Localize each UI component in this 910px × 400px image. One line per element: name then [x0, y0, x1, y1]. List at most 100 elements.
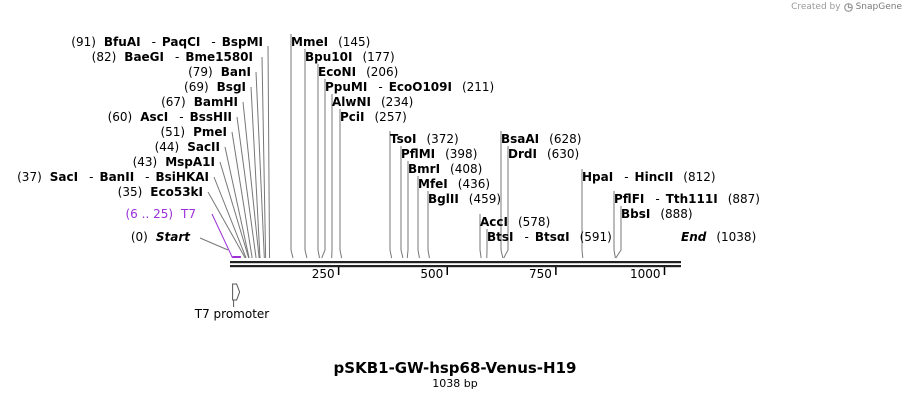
site-label-btsi: BtsI - BtsαI (591): [487, 230, 612, 244]
enzyme-name: BsgI: [217, 80, 246, 94]
enzyme-name: EcoO109I: [389, 80, 452, 94]
enzyme-name: BsiHKAI: [156, 170, 210, 184]
axis-tick-label: 250: [312, 267, 335, 281]
site-position: (459): [469, 192, 501, 206]
site-label-eco53ki: (35) Eco53kI: [118, 185, 203, 199]
site-label-bpu10i: Bpu10I (177): [305, 50, 395, 64]
site-position: (51): [160, 125, 185, 139]
snapgene-logo-icon: [843, 2, 853, 12]
site-label-bbsi: BbsI (888): [621, 207, 693, 221]
site-label-acci: AccI (578): [480, 215, 550, 229]
site-position: (591): [580, 230, 612, 244]
site-position: (372): [426, 132, 458, 146]
site-label-sacii: (44) SacII: [155, 140, 220, 154]
enzyme-name: DrdI: [508, 147, 537, 161]
site-position: (628): [549, 132, 581, 146]
enzyme-name: BanI: [221, 65, 251, 79]
separator: -: [175, 50, 179, 64]
site-position: (630): [547, 147, 579, 161]
enzyme-name: BanII: [99, 170, 134, 184]
site-position: (257): [375, 110, 407, 124]
site-position: (145): [338, 35, 370, 49]
site-position: (888): [660, 207, 692, 221]
site-position: (408): [450, 162, 482, 176]
site-label-t7: (6 .. 25) T7: [126, 207, 197, 221]
boundary-name: Start: [156, 230, 191, 244]
site-position: (35): [118, 185, 143, 199]
axis-tick-label: 500: [420, 267, 443, 281]
leader-line: [290, 34, 294, 259]
enzyme-name: BaeGI: [124, 50, 164, 64]
site-position: (398): [445, 147, 477, 161]
enzyme-name: HpaI: [582, 170, 613, 184]
site-position: (82): [92, 50, 117, 64]
leader-line: [261, 56, 267, 259]
site-label-bani: (79) BanI: [188, 65, 251, 79]
enzyme-name: MmeI: [291, 35, 328, 49]
site-position: (91): [71, 35, 96, 49]
watermark-brand: SnapGene: [855, 2, 902, 12]
separator: -: [525, 230, 529, 244]
site-position: (43): [133, 155, 158, 169]
enzyme-name: SacII: [187, 140, 220, 154]
site-position: (887): [728, 192, 760, 206]
leader-line: [207, 191, 246, 259]
site-label-mspa1i: (43) MspA1I: [133, 155, 215, 169]
leader-line: [339, 109, 343, 259]
enzyme-name: TsoI: [390, 132, 416, 146]
site-label-econi: EcoNI (206): [318, 65, 398, 79]
enzyme-name: HincII: [635, 170, 674, 184]
promoter-label: T7 promoter: [194, 307, 270, 321]
leader-line: [267, 45, 271, 259]
leader-line: [503, 146, 509, 259]
enzyme-name: MfeI: [418, 177, 448, 191]
enzyme-name: BfuAI: [104, 35, 141, 49]
site-position: (60): [108, 110, 133, 124]
map-length: 1038 bp: [432, 377, 478, 390]
enzyme-name: Eco53kI: [150, 185, 203, 199]
site-label-hpai: HpaI - HincII (812): [582, 170, 716, 184]
feature-label: (6 .. 25): [126, 207, 174, 221]
leader-line: [406, 161, 409, 259]
leader-line: [581, 169, 584, 259]
leader-line: [219, 161, 250, 259]
site-position: (177): [362, 50, 394, 64]
map-title: pSKB1-GW-hsp68-Venus-H19: [333, 359, 577, 377]
separator: -: [89, 170, 93, 184]
site-position: (37): [17, 170, 42, 184]
leader-line: [417, 176, 420, 259]
enzyme-name: BtsI: [487, 230, 514, 244]
leader-line: [250, 86, 261, 259]
enzyme-name: AscI: [140, 110, 168, 124]
leader-line: [224, 146, 250, 259]
leader-line: [231, 131, 253, 259]
leader-line: [615, 206, 622, 259]
enzyme-name: BamHI: [194, 95, 238, 109]
enzyme-name: BssHII: [190, 110, 232, 124]
site-position: (436): [458, 177, 490, 191]
leader-line: [321, 79, 326, 259]
site-label-mfei: MfeI (436): [418, 177, 490, 191]
watermark: Created by SnapGene: [791, 2, 902, 12]
enzyme-name: PpuMI: [325, 80, 367, 94]
site-label-drdi: DrdI (630): [508, 147, 579, 161]
site-label-tsoi: TsoI (372): [390, 132, 459, 146]
site-label-pflfi: PflFI - Tth111I (887): [614, 192, 760, 206]
site-label-pcii: PciI (257): [340, 110, 407, 124]
leader-line: [236, 116, 257, 259]
leader-line: [500, 131, 504, 259]
site-position: (206): [366, 65, 398, 79]
enzyme-name: EcoNI: [318, 65, 356, 79]
boundary-name: End: [681, 230, 707, 244]
enzyme-name: PmeI: [193, 125, 227, 139]
enzyme-name: Bpu10I: [305, 50, 352, 64]
enzyme-name: BtsαI: [535, 230, 570, 244]
site-label-start: (0) Start: [131, 230, 191, 244]
site-label-bglii: BglII (459): [428, 192, 501, 206]
enzyme-name: AlwNI: [332, 95, 371, 109]
leader-line: [389, 131, 393, 259]
site-position: (0): [131, 230, 148, 244]
site-label-pflmi: PflMI (398): [401, 147, 477, 161]
enzyme-name: PflFI: [614, 192, 644, 206]
